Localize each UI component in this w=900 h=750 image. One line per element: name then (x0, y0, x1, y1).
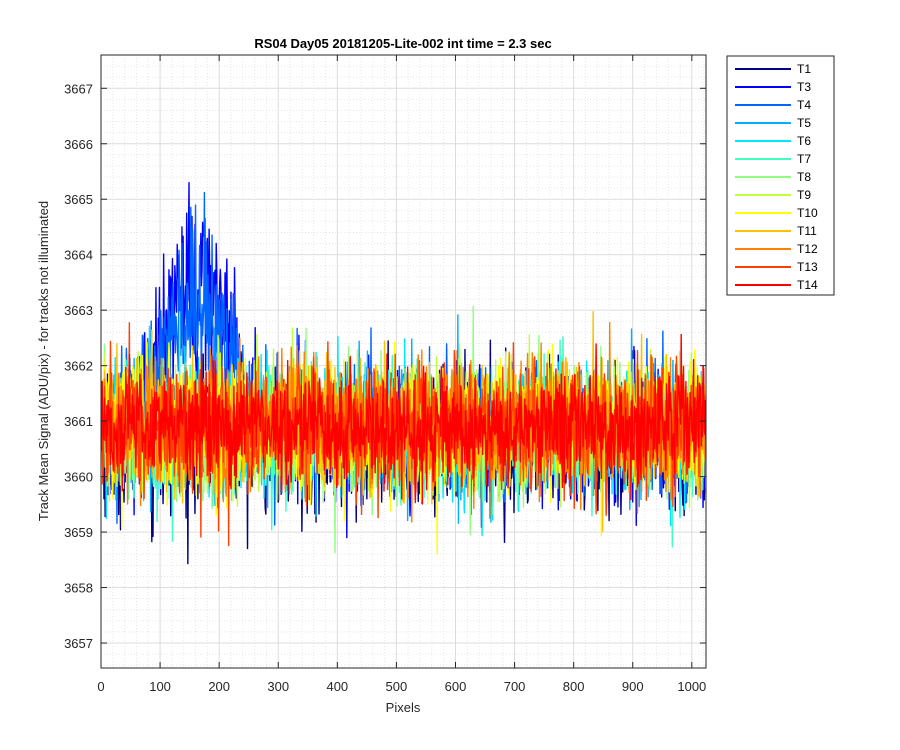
legend-label-t12: T12 (797, 242, 818, 256)
x-tick-label: 0 (97, 679, 104, 694)
y-tick-label: 3661 (64, 414, 93, 429)
legend-label-t7: T7 (797, 152, 811, 166)
y-tick-label: 3664 (64, 248, 93, 263)
legend-label-t13: T13 (797, 260, 818, 274)
x-tick-label: 300 (267, 679, 289, 694)
series-line-t14 (101, 333, 706, 505)
legend-label-t10: T10 (797, 206, 818, 220)
x-tick-label: 400 (326, 679, 348, 694)
legend-label-t14: T14 (797, 278, 818, 292)
chart-title: RS04 Day05 20181205-Lite-002 int time = … (254, 36, 551, 51)
legend-label-t11: T11 (797, 224, 817, 238)
y-tick-label: 3662 (64, 359, 93, 374)
legend-box (726, 55, 835, 296)
y-tick-label: 3659 (64, 525, 93, 540)
x-tick-label: 700 (504, 679, 526, 694)
y-tick-label: 3663 (64, 303, 93, 318)
legend-label-t9: T9 (797, 188, 811, 202)
legend-label-t4: T4 (797, 98, 811, 112)
x-tick-label: 900 (622, 679, 644, 694)
y-tick-label: 3658 (64, 581, 93, 596)
plot-frame (100, 54, 707, 669)
y-tick-label: 3666 (64, 137, 93, 152)
y-tick-label: 3665 (64, 192, 93, 207)
x-tick-label: 500 (386, 679, 408, 694)
legend: T1 T3 T4 T5 T6 T7 T8 T9 T10 T11 T12 T13 T14 (726, 55, 835, 296)
legend-label-t8: T8 (797, 170, 811, 184)
legend-label-t6: T6 (797, 134, 811, 148)
x-tick-label: 800 (563, 679, 585, 694)
legend-label-t3: T3 (797, 80, 811, 94)
y-tick-label: 3657 (64, 636, 93, 651)
x-axis-label: Pixels (386, 700, 421, 715)
y-axis-label: Track Mean Signal (ADU/pix) - for tracks… (36, 201, 51, 521)
x-tick-label: 1000 (677, 679, 706, 694)
y-tick-label: 3660 (64, 470, 93, 485)
series-group (101, 181, 706, 565)
x-tick-label: 100 (149, 679, 171, 694)
legend-label-t5: T5 (797, 116, 811, 130)
axis-ticks: 0 100 200 300 400 500 600 700 800 900 1000 3657 3658… (64, 55, 706, 694)
legend-label-t1: T1 (797, 62, 811, 76)
y-tick-label: 3667 (64, 81, 93, 96)
x-tick-label: 600 (445, 679, 467, 694)
x-tick-label: 200 (208, 679, 230, 694)
